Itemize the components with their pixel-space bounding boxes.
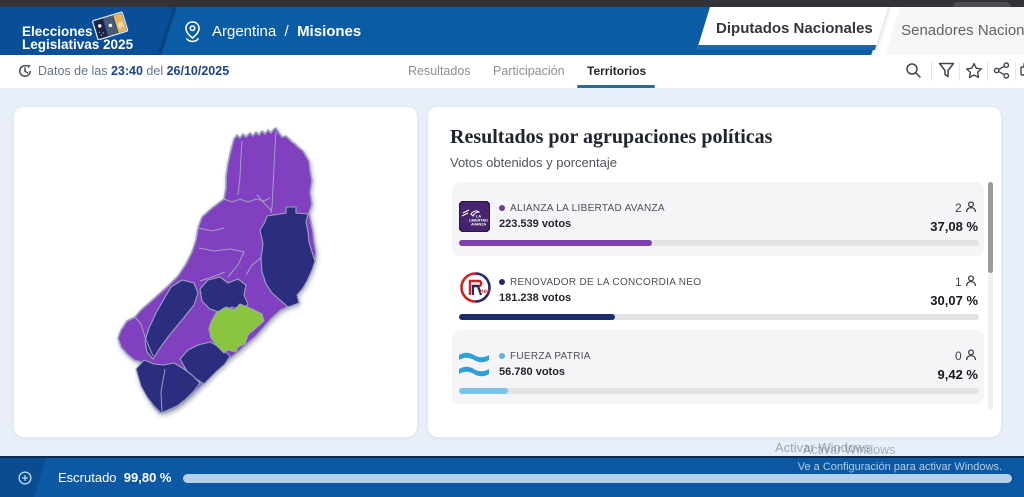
svg-text:LIBERTAD: LIBERTAD: [469, 219, 488, 223]
svg-text:LA: LA: [476, 215, 481, 219]
svg-text:AVANZA: AVANZA: [471, 223, 487, 227]
svg-text:neo: neo: [480, 289, 491, 295]
